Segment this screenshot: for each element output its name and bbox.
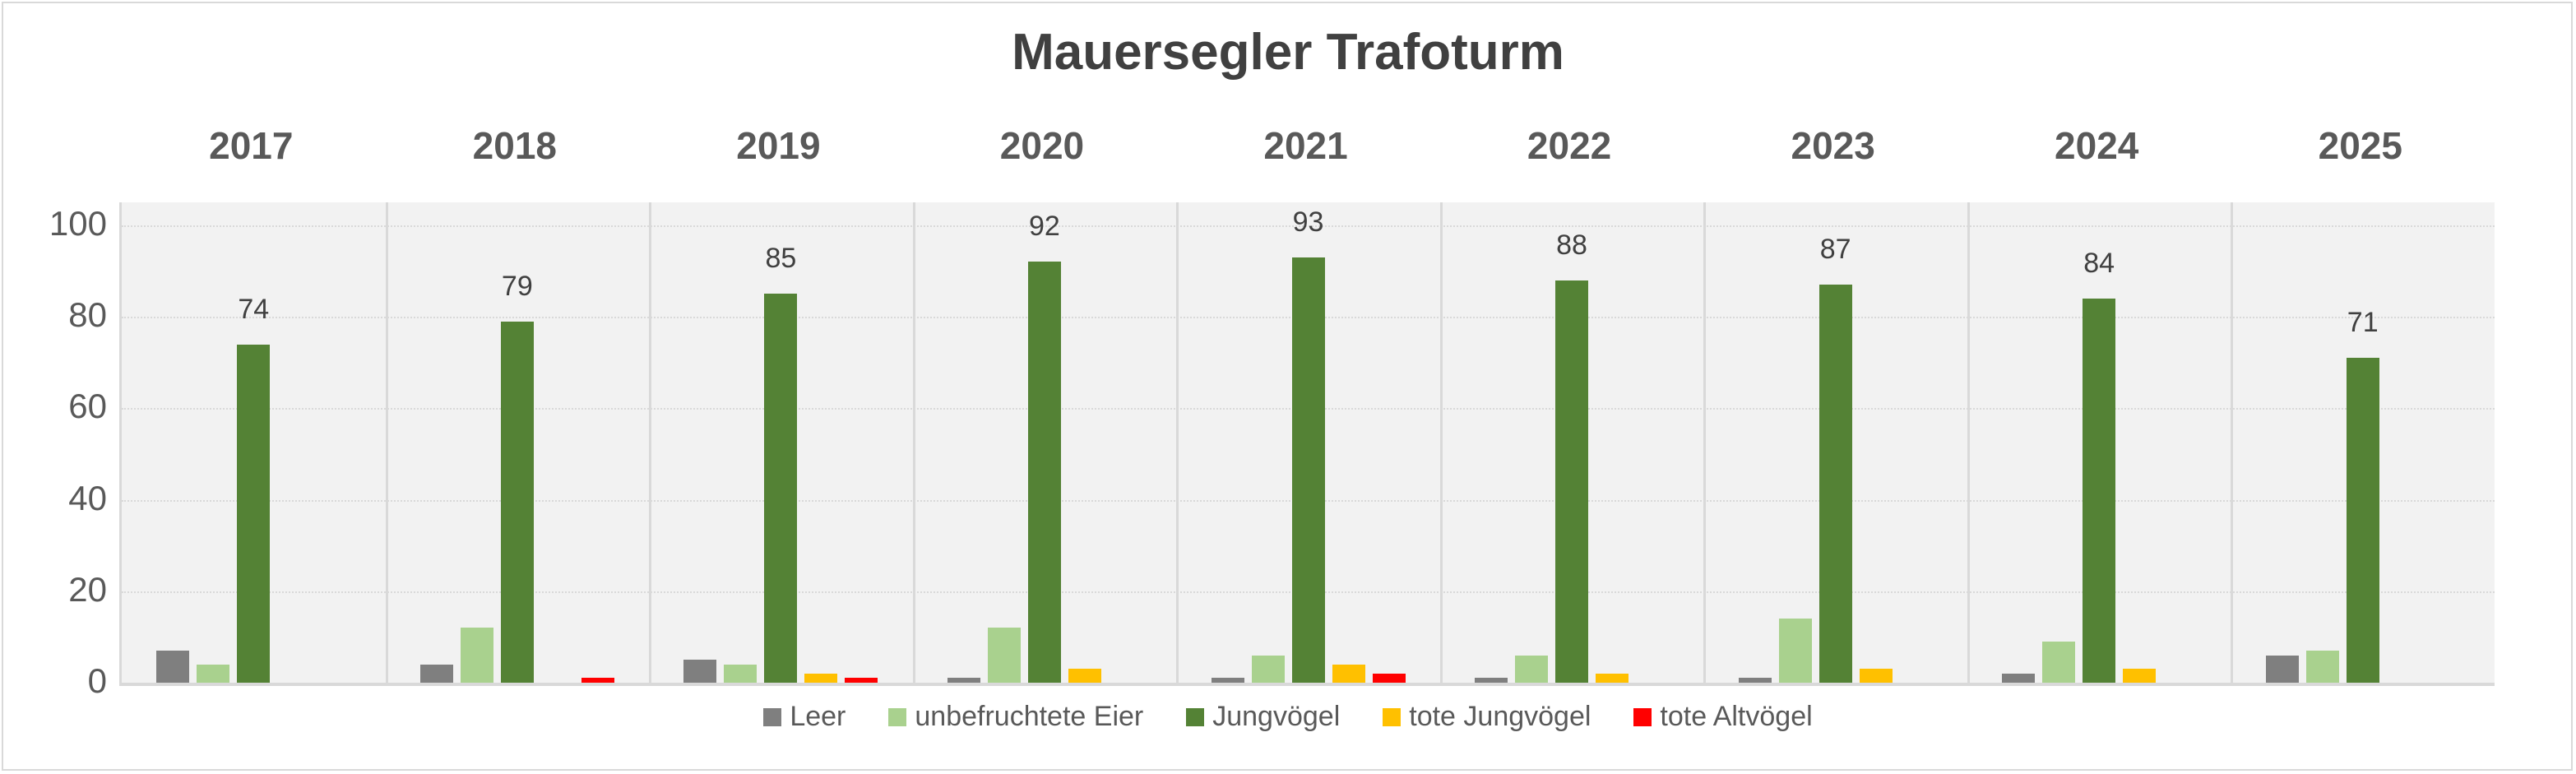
legend-label: Jungvögel — [1212, 701, 1341, 732]
legend-item: Leer — [763, 701, 846, 733]
bar-tote-jungv-gel — [1596, 673, 1629, 683]
y-tick-label: 20 — [68, 569, 107, 609]
bar-tote-jungv-gel — [804, 673, 838, 683]
legend-swatch-icon — [1633, 707, 1652, 726]
bar-unbefruchtete-eier — [987, 628, 1021, 683]
bar-unbefruchtete-eier — [724, 664, 758, 683]
y-tick-label: 60 — [68, 387, 107, 426]
year-labels: 2017 2018 2019 2020 2021 2022 2023 2024 … — [119, 123, 2492, 181]
bar-unbefruchtete-eier — [1515, 655, 1549, 683]
data-label: 79 — [501, 270, 533, 302]
bar-tote-jungv-gel — [1859, 669, 1893, 683]
bar-tote-altv-gel — [1372, 673, 1406, 683]
data-label: 71 — [2347, 307, 2379, 339]
legend-swatch-icon — [1383, 707, 1402, 726]
panel-divider — [649, 202, 652, 683]
y-tick-label: 0 — [87, 661, 107, 700]
data-label: 74 — [238, 293, 270, 325]
chart-title: Mauersegler Trafoturm — [1012, 24, 1564, 81]
year-label: 2022 — [1527, 124, 1612, 167]
panel-divider — [2231, 202, 2234, 683]
y-tick-label: 40 — [68, 478, 107, 517]
y-tick-label: 80 — [68, 295, 107, 335]
bar-jungv-gel — [2083, 298, 2116, 683]
bar-tote-jungv-gel — [1332, 664, 1365, 683]
legend-item: unbefruchtete Eier — [888, 701, 1143, 733]
bar-tote-altv-gel — [581, 678, 614, 683]
legend-item: Jungvögel — [1186, 701, 1340, 733]
year-label: 2024 — [2055, 124, 2139, 167]
data-label: 87 — [1819, 234, 1851, 266]
bar-unbefruchtete-eier — [2042, 641, 2076, 683]
bar-leer — [947, 678, 980, 683]
data-label: 84 — [2083, 247, 2115, 279]
data-label: 85 — [765, 243, 797, 275]
legend-swatch-icon — [1186, 707, 1205, 726]
year-label: 2019 — [736, 124, 821, 167]
bar-jungv-gel — [237, 344, 271, 683]
bar-jungv-gel — [500, 321, 534, 683]
bar-leer — [2265, 655, 2299, 683]
bar-leer — [2002, 673, 2036, 683]
legend-item: tote Jungvögel — [1383, 701, 1591, 733]
year-label: 2025 — [2318, 124, 2402, 167]
year-label: 2020 — [999, 124, 1085, 167]
bar-jungv-gel — [1818, 285, 1852, 683]
bar-tote-altv-gel — [845, 678, 878, 683]
bar-unbefruchtete-eier — [197, 664, 230, 683]
year-label: 2021 — [1263, 124, 1348, 167]
legend-swatch-icon — [763, 707, 782, 726]
panel-divider — [1176, 202, 1179, 683]
bar-leer — [156, 651, 190, 683]
bar-leer — [683, 660, 717, 683]
legend-label: tote Altvögel — [1660, 701, 1813, 732]
bar-unbefruchtete-eier — [1251, 655, 1285, 683]
panel-divider — [1703, 202, 1707, 683]
panel-divider — [912, 202, 915, 683]
bar-leer — [419, 664, 453, 683]
bar-jungv-gel — [1027, 262, 1061, 683]
legend-label: unbefruchtete Eier — [915, 701, 1144, 732]
bar-jungv-gel — [2346, 358, 2379, 683]
data-label: 92 — [1029, 211, 1060, 243]
bar-leer — [1475, 678, 1508, 683]
panel-divider — [1967, 202, 1970, 683]
year-label: 2017 — [209, 124, 294, 167]
bar-jungv-gel — [764, 294, 798, 683]
year-label: 2018 — [472, 124, 558, 167]
data-label: 88 — [1556, 229, 1587, 261]
bar-tote-jungv-gel — [1068, 669, 1101, 683]
bar-unbefruchtete-eier — [2305, 651, 2339, 683]
bar-jungv-gel — [1291, 257, 1325, 683]
legend-label: tote Jungvögel — [1409, 701, 1591, 732]
bar-unbefruchtete-eier — [460, 628, 493, 683]
bar-unbefruchtete-eier — [1778, 619, 1812, 683]
y-tick-label: 100 — [49, 204, 107, 243]
legend-label: Leer — [790, 701, 846, 732]
plot-area: 74 79 85 92 93 88 87 84 71 — [119, 202, 2495, 686]
panel-divider — [1439, 202, 1443, 683]
year-label: 2023 — [1791, 124, 1875, 167]
bar-leer — [1738, 678, 1772, 683]
legend-swatch-icon — [888, 707, 907, 726]
legend-item: tote Altvögel — [1633, 701, 1813, 733]
gridline — [122, 225, 2495, 227]
data-label: 93 — [1292, 206, 1324, 238]
bar-jungv-gel — [1555, 280, 1589, 683]
bar-leer — [1211, 678, 1244, 683]
bar-tote-jungv-gel — [2123, 669, 2157, 683]
legend: Leer unbefruchtete Eier Jungvögel tote Jung… — [0, 701, 2576, 733]
panel-divider — [385, 202, 388, 683]
